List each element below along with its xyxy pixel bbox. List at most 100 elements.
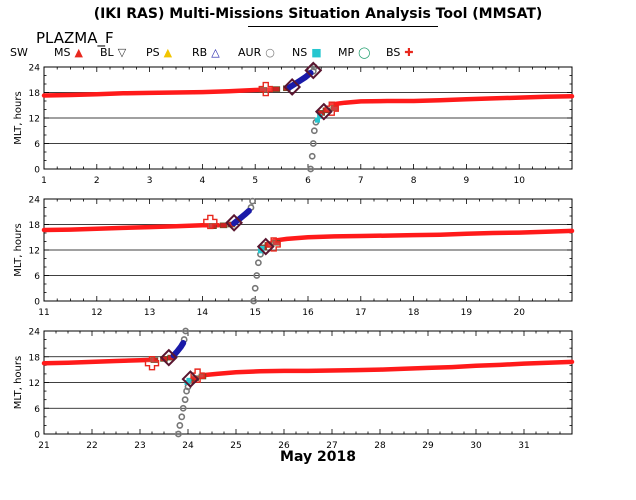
series-sw	[200, 359, 575, 378]
title-underline	[248, 26, 438, 27]
x-tick-label: 22	[86, 441, 97, 451]
marker-aur	[178, 413, 186, 421]
y-tick-label: 12	[29, 247, 40, 257]
y-tick-label: 6	[34, 140, 40, 150]
marker-aur	[182, 327, 189, 335]
marker-aur	[176, 422, 184, 429]
marker-ms	[198, 373, 207, 380]
marker-aur	[307, 165, 315, 173]
marker-mp	[283, 78, 302, 96]
y-tick-label: 18	[29, 221, 41, 231]
x-tick-label: 25	[230, 441, 241, 451]
x-tick-label: 29	[422, 441, 434, 451]
marker-aur	[254, 259, 262, 267]
marker-ns	[186, 377, 192, 383]
legend-item-mp: MP ◯	[338, 46, 370, 59]
y-tick-label: 6	[34, 405, 40, 415]
marker-aur	[253, 272, 261, 279]
y-tick-label: 18	[29, 89, 41, 99]
x-tick-label: 7	[358, 176, 364, 186]
marker-aur	[174, 430, 182, 438]
marker-ms	[219, 222, 228, 229]
y-tick-label: 12	[29, 115, 40, 125]
legend-item-bs: BS ✚	[386, 46, 414, 59]
x-tick-label: 4	[200, 176, 206, 186]
marker-mp	[304, 61, 323, 80]
marker-aur	[179, 404, 187, 412]
y-tick-label: 6	[34, 272, 40, 282]
x-tick-label: 8	[411, 176, 417, 186]
marker-mp	[256, 237, 275, 256]
legend-label: AUR	[238, 46, 262, 59]
marker-ns	[315, 117, 321, 123]
x-tick-label: 10	[513, 176, 525, 186]
marker-aur	[250, 297, 258, 305]
y-tick-label: 18	[29, 353, 41, 363]
x-tick-label: 5	[252, 176, 258, 186]
legend-label: SW	[10, 46, 28, 59]
x-tick-label: 1	[41, 176, 47, 186]
x-tick-label: 11	[38, 308, 49, 318]
y-axis-label: MLT, hours	[13, 223, 24, 276]
legend-item-sw: SW	[10, 46, 28, 59]
legend-symbol: ■	[311, 46, 322, 59]
x-tick-label: 30	[470, 441, 482, 451]
chart-title: (IKI RAS) Multi-Missions Situation Analy…	[93, 6, 543, 22]
x-tick-label: 27	[326, 441, 337, 451]
series-sw	[271, 228, 575, 243]
y-tick-label: 0	[34, 166, 40, 176]
marker-aur	[310, 127, 318, 135]
legend-label: BL	[100, 46, 114, 59]
x-tick-label: 14	[197, 308, 209, 318]
x-tick-label: 21	[38, 441, 49, 451]
marker-mp	[159, 348, 178, 367]
legend-item-bl: BL ▽	[100, 46, 126, 59]
series-rb	[231, 207, 252, 227]
legend-label: MS	[54, 46, 71, 59]
x-tick-label: 6	[305, 176, 311, 186]
legend-symbol: ▲	[74, 46, 83, 59]
x-tick-label: 26	[278, 441, 290, 451]
y-tick-label: 24	[29, 328, 41, 338]
x-tick-label: 3	[147, 176, 153, 186]
x-tick-label: 28	[374, 441, 386, 451]
y-axis-label: MLT, hours	[13, 356, 24, 409]
marker-ns	[257, 248, 263, 254]
y-axis-label: MLT, hours	[13, 91, 24, 144]
y-tick-label: 0	[34, 431, 40, 441]
plot-name: PLAZMA_F	[36, 29, 114, 47]
x-tick-label: 18	[408, 308, 420, 318]
marker-bs	[266, 237, 281, 252]
legend-symbol: ▲	[163, 46, 173, 59]
x-tick-label: 19	[461, 308, 473, 318]
series-rb	[286, 69, 314, 91]
marker-bs	[144, 355, 160, 371]
legend-item-ps: PS ▲	[146, 46, 172, 59]
legend-symbol: ◯	[358, 46, 371, 59]
series-rb	[170, 340, 187, 359]
y-tick-label: 24	[29, 196, 41, 206]
marker-mp	[225, 213, 243, 232]
marker-aur	[249, 197, 256, 205]
y-tick-label: 0	[34, 298, 40, 308]
marker-mp	[181, 370, 200, 388]
x-tick-label: 17	[355, 308, 366, 318]
x-tick-label: 20	[513, 308, 525, 318]
marker-aur	[308, 152, 316, 160]
x-tick-label: 24	[182, 441, 194, 451]
y-tick-label: 24	[29, 64, 41, 74]
marker-ns	[259, 245, 265, 251]
series-sw	[41, 223, 221, 233]
marker-mp	[314, 102, 333, 121]
marker-aur	[309, 140, 317, 147]
x-axis-label: May 2018	[280, 449, 356, 465]
legend-label: PS	[146, 46, 160, 59]
marker-bs	[258, 81, 273, 97]
legend-label: NS	[292, 46, 308, 59]
x-tick-label: 23	[134, 441, 145, 451]
legend-label: BS	[386, 46, 401, 59]
legend-symbol: ○	[265, 46, 275, 59]
marker-aur	[251, 284, 259, 292]
legend-label: RB	[192, 46, 208, 59]
